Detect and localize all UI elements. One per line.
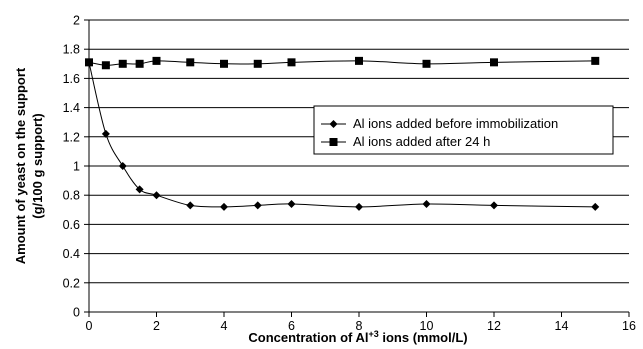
series-layer — [85, 56, 600, 211]
y-tick-label: 1.4 — [63, 101, 80, 115]
x-axis-label-suffix: ions (mmol/L) — [379, 330, 468, 345]
data-point-diamond — [220, 202, 228, 211]
data-point-square — [422, 59, 431, 68]
data-point-diamond — [253, 201, 262, 210]
x-tick-labels: 0 2 4 6 8 10 12 14 16 — [86, 312, 636, 333]
y-tick-label: 1.2 — [63, 130, 80, 144]
legend-box — [313, 105, 614, 155]
y-tick-label: 0.8 — [63, 189, 80, 203]
data-point-square — [118, 59, 127, 68]
data-point-diamond — [118, 162, 127, 170]
data-point-square — [591, 56, 600, 65]
y-tick-label: 0.4 — [63, 247, 80, 261]
data-point-square — [101, 61, 110, 70]
data-point-diamond — [422, 199, 431, 208]
data-point-square — [287, 58, 296, 67]
data-point-diamond — [591, 202, 600, 211]
x-tick-label: 16 — [622, 319, 636, 333]
x-axis-label: Concentration of Al+3 ions (mmol/L) — [248, 329, 467, 345]
y-tick-label: 1 — [73, 160, 80, 174]
y-tick-label: 0.6 — [63, 218, 80, 232]
data-point-square — [186, 58, 195, 67]
data-point-diamond — [186, 201, 195, 210]
data-point-diamond — [152, 191, 161, 200]
x-tick-label: 8 — [356, 319, 363, 333]
y-axis-label-line2: (g/100 g support) — [30, 113, 45, 218]
legend-marker-diamond — [329, 120, 338, 128]
data-point-diamond — [287, 199, 296, 208]
legend-label-before: Al ions added before immobilization — [353, 116, 558, 131]
legend-item-after-24h: Al ions added after 24 h — [321, 134, 490, 149]
y-tick-label: 0.2 — [63, 276, 80, 290]
legend-label-after: Al ions added after 24 h — [353, 134, 490, 149]
data-point-square — [135, 59, 144, 68]
x-tick-label: 12 — [487, 319, 501, 333]
data-point-square — [220, 59, 228, 68]
series-square — [85, 56, 600, 70]
data-point-diamond — [355, 202, 363, 211]
data-point-square — [355, 56, 363, 65]
x-tick-label: 6 — [288, 319, 295, 333]
x-tick-label: 14 — [555, 319, 569, 333]
y-tick-label: 2 — [73, 14, 80, 28]
y-tick-labels: 0 0.2 0.4 0.6 0.8 1 1.2 1.4 1.6 1.8 2 — [63, 14, 89, 320]
y-tick-label: 0 — [73, 306, 80, 320]
data-point-diamond — [490, 201, 498, 210]
data-point-square — [152, 56, 161, 65]
data-point-diamond — [135, 185, 144, 194]
data-point-square — [85, 58, 93, 67]
y-tick-label: 1.8 — [63, 43, 80, 57]
x-tick-label: 10 — [420, 319, 434, 333]
x-tick-label: 0 — [86, 319, 93, 333]
legend-marker-square — [329, 138, 338, 146]
legend-item-before-immobilization: Al ions added before immobilization — [321, 116, 558, 131]
legend: Al ions added before immobilization Al i… — [313, 105, 614, 155]
x-tick-label: 4 — [221, 319, 228, 333]
x-axis-label-superscript: +3 — [369, 329, 379, 339]
data-point-square — [490, 58, 498, 67]
y-axis-label-line1: Amount of yeast on the support — [13, 67, 28, 264]
data-point-diamond — [101, 129, 110, 138]
x-tick-label: 2 — [153, 319, 160, 333]
y-tick-label: 1.6 — [63, 72, 80, 86]
x-axis-label-prefix: Concentration of Al — [248, 330, 368, 345]
data-point-square — [253, 59, 262, 68]
series-line — [88, 60, 596, 66]
